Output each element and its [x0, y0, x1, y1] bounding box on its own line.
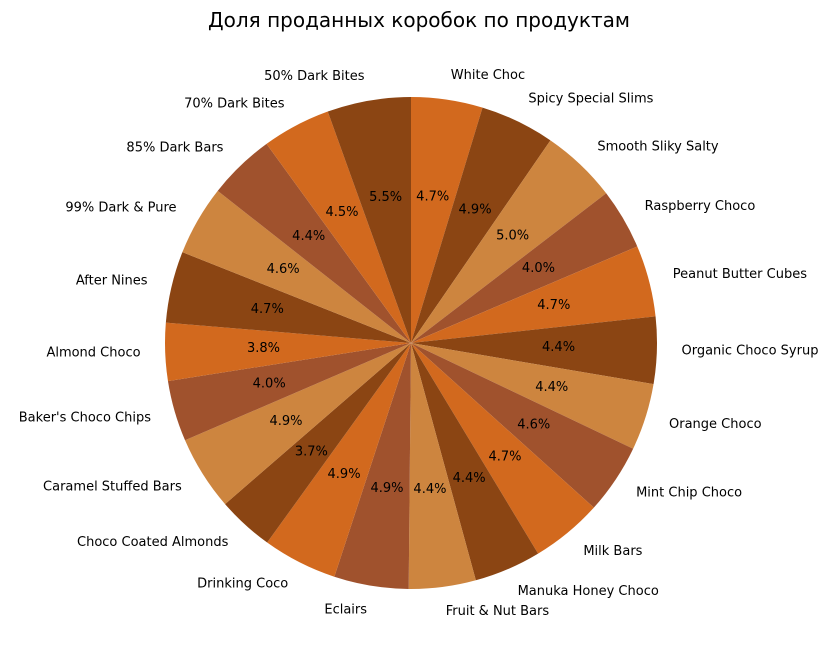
pie-slice: [267, 343, 411, 577]
pie-percent-label: 4.6%: [267, 262, 300, 277]
pie-category-label: 50% Dark Bites: [264, 69, 365, 84]
pie-slice: [411, 97, 483, 343]
pie-percent-label: 4.9%: [371, 481, 404, 496]
pie-category-label: 99% Dark & Pure: [65, 200, 176, 215]
pie-slice: [334, 343, 411, 589]
pie-percent-label: 4.4%: [542, 340, 575, 355]
pie-category-label: 70% Dark Bites: [184, 96, 285, 111]
pie-percent-label: 5.0%: [496, 228, 529, 243]
pie-category-label: Eclairs: [324, 603, 367, 618]
pie-category-label: 85% Dark Bars: [126, 140, 223, 155]
pie-slice: [411, 343, 654, 449]
pie-slice: [327, 97, 411, 343]
pie-slice: [408, 343, 476, 589]
pie-slice: [411, 193, 638, 343]
pie-category-label: Drinking Coco: [197, 577, 288, 592]
pie-percent-label: 4.9%: [328, 467, 361, 482]
pie-category-label: Manuka Honey Choco: [518, 584, 659, 599]
pie-category-label: Baker's Choco Chips: [19, 411, 151, 426]
pie-category-label: Fruit & Nut Bars: [446, 604, 550, 619]
pie-slice: [411, 343, 634, 508]
pie-category-label: Peanut Butter Cubes: [673, 267, 807, 282]
pie-percent-label: 4.7%: [416, 190, 449, 205]
pie-percent-label: 4.9%: [459, 203, 492, 218]
pie-category-label: Smooth Sliky Salty: [597, 139, 719, 154]
pie-category-label: Choco Coated Almonds: [77, 535, 229, 550]
pie-slice: [411, 343, 539, 581]
pie-percent-label: 4.4%: [292, 229, 325, 244]
pie-percent-label: 4.4%: [413, 482, 446, 497]
pie-category-label: Caramel Stuffed Bars: [43, 479, 182, 494]
pie-category-label: White Choc: [451, 68, 525, 83]
pie-slice: [411, 316, 657, 385]
pie-percent-label: 3.8%: [247, 341, 280, 356]
pie-percent-label: 4.7%: [251, 302, 284, 317]
pie-slice: [411, 140, 607, 343]
pie-percent-label: 4.9%: [269, 414, 302, 429]
pie-slice: [411, 246, 656, 343]
pie-category-label: Orange Choco: [669, 417, 762, 432]
pie-category-label: Milk Bars: [583, 544, 642, 559]
pie-slice: [411, 107, 551, 344]
pie-percent-label: 4.0%: [522, 261, 555, 276]
pie-slice: [266, 111, 411, 343]
pie-category-label: Mint Chip Choco: [636, 486, 742, 501]
pie-slice: [217, 143, 411, 343]
pie-percent-label: 4.7%: [537, 298, 570, 313]
pie-percent-label: 4.7%: [488, 449, 521, 464]
pie-percent-label: 4.0%: [253, 376, 286, 391]
pie-slice: [165, 252, 411, 343]
pie-percent-label: 4.6%: [517, 417, 550, 432]
pie-slice: [182, 190, 411, 343]
pie-percent-label: 5.5%: [369, 190, 402, 205]
pie-category-label: After Nines: [76, 274, 148, 289]
pie-slice: [185, 343, 411, 505]
chart-title: Доля проданных коробок по продуктам: [208, 8, 630, 32]
pie-slice: [167, 343, 411, 441]
pie-category-label: Raspberry Choco: [645, 199, 756, 214]
pie-category-label: Spicy Special Slims: [528, 92, 653, 107]
pie-percent-label: 4.4%: [535, 380, 568, 395]
pie-category-label: Almond Choco: [46, 345, 140, 360]
pie-percent-label: 4.5%: [325, 205, 358, 220]
pie-slice: [411, 343, 594, 554]
pie-category-label: Organic Choco Syrup: [681, 344, 818, 359]
pie-percent-label: 4.4%: [453, 471, 486, 486]
pie-percent-label: 3.7%: [295, 444, 328, 459]
pie-slice: [165, 322, 411, 382]
pie-slice: [225, 343, 411, 543]
